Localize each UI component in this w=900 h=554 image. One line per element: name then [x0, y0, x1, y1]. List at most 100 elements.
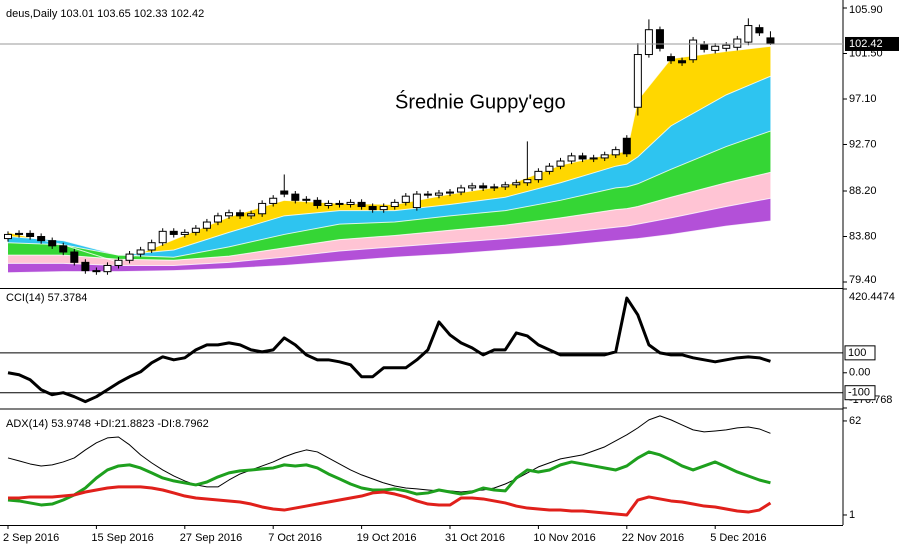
y-tick-label: 88.20	[849, 185, 877, 197]
x-tick-label: 31 Oct 2016	[445, 532, 505, 544]
candle-body	[191, 227, 200, 233]
x-tick-label: 22 Nov 2016	[622, 532, 684, 544]
candle-body	[468, 185, 477, 189]
x-tick-label: 27 Sep 2016	[180, 532, 242, 544]
y-tick-label: 79.40	[849, 274, 877, 286]
candle-body	[180, 231, 189, 235]
cci-header: CCI(14) 57.3784	[6, 292, 87, 304]
candle-body	[644, 29, 653, 56]
candle-body	[545, 165, 554, 172]
candle-body	[501, 184, 510, 188]
candle-body	[744, 25, 753, 43]
candle-body	[423, 193, 432, 196]
candle-body	[258, 202, 267, 215]
candle-body	[103, 264, 112, 273]
candle-body	[335, 202, 344, 205]
candle-body	[434, 192, 443, 196]
candle-body	[15, 232, 24, 235]
candle-body	[125, 253, 134, 261]
candle-body	[114, 259, 123, 266]
candle-body	[158, 230, 167, 244]
candle-body	[457, 187, 466, 193]
cci-name: CCI(14)	[6, 292, 45, 304]
candle-body	[4, 233, 12, 240]
x-tick-label: 7 Oct 2016	[268, 532, 322, 544]
x-tick-label: 10 Nov 2016	[533, 532, 595, 544]
pdi-name: +DI:	[94, 418, 114, 430]
symbol: deus,Daily	[6, 8, 58, 20]
candle-body	[412, 193, 421, 209]
candle-body	[600, 154, 609, 159]
candle-body	[589, 157, 598, 160]
y-tick-label: 420.4474	[849, 291, 895, 303]
candle-body	[722, 44, 731, 49]
candle-body	[357, 201, 366, 208]
candle-body	[578, 155, 587, 160]
pdi-value: 21.8823	[115, 418, 155, 430]
candle-body	[225, 212, 233, 217]
candle-body	[236, 212, 245, 217]
guppy-band	[8, 76, 771, 258]
level-label-box	[844, 345, 876, 361]
candle-body	[755, 27, 764, 34]
candle-body	[567, 155, 576, 162]
candle-body	[678, 60, 687, 64]
line-series	[8, 485, 772, 517]
candle-body	[523, 179, 532, 184]
y-tick-label: 105.90	[849, 4, 883, 16]
guppy-line	[7, 130, 771, 258]
candle-body	[766, 37, 775, 45]
guppy-line	[7, 75, 771, 256]
candle-body	[446, 191, 454, 194]
adx-name: ADX(14)	[6, 418, 48, 430]
candle-body	[534, 170, 543, 181]
x-tick-label: 19 Oct 2016	[357, 532, 417, 544]
guppy-line	[8, 197, 771, 266]
ohlc-close: 102.42	[171, 8, 205, 20]
candle-body	[202, 221, 211, 229]
candle-body	[667, 56, 675, 62]
candle-body	[700, 43, 709, 50]
candle-body	[147, 242, 156, 251]
candle-body	[280, 190, 289, 195]
candle-body	[70, 251, 79, 263]
mdi-name: -DI:	[157, 418, 175, 430]
candle-body	[346, 201, 355, 205]
candle-body	[379, 206, 388, 211]
y-tick-label: 62	[849, 415, 861, 427]
y-tick-label: 1	[849, 509, 855, 521]
price-header: deus,Daily 103.01 103.65 102.33 102.42	[6, 8, 204, 20]
guppy-band	[8, 131, 771, 261]
guppy-line	[7, 220, 771, 274]
candle-body	[26, 232, 35, 238]
y-tick-label: 97.10	[849, 93, 877, 105]
candle-body	[313, 199, 322, 206]
candle-body	[302, 198, 311, 201]
cci-value: 57.3784	[48, 292, 88, 304]
candle-body	[689, 39, 698, 61]
price-label-box	[845, 36, 899, 51]
x-tick-label: 15 Sep 2016	[91, 532, 153, 544]
adx-value: 53.9748	[51, 418, 91, 430]
candle-body	[556, 160, 565, 167]
line-series	[7, 450, 771, 507]
level-label: 100	[848, 347, 866, 359]
ohlc-open: 103.01	[60, 8, 94, 20]
candle-body	[655, 29, 664, 49]
candle-body	[633, 54, 642, 108]
y-tick-label: 83.80	[849, 230, 877, 242]
candle-body	[479, 185, 488, 189]
candle-body	[247, 213, 256, 217]
candle-body	[711, 45, 720, 51]
candle-body	[136, 249, 145, 255]
candle-body	[512, 182, 521, 186]
y-tick-label: 0.00	[849, 367, 870, 379]
candle-body	[622, 137, 631, 155]
line-series	[7, 296, 771, 404]
candle-body	[390, 201, 399, 208]
y-tick-label: 92.70	[849, 138, 877, 150]
candle-body	[59, 245, 68, 253]
candle-body	[401, 195, 410, 203]
candle-body	[169, 230, 178, 235]
